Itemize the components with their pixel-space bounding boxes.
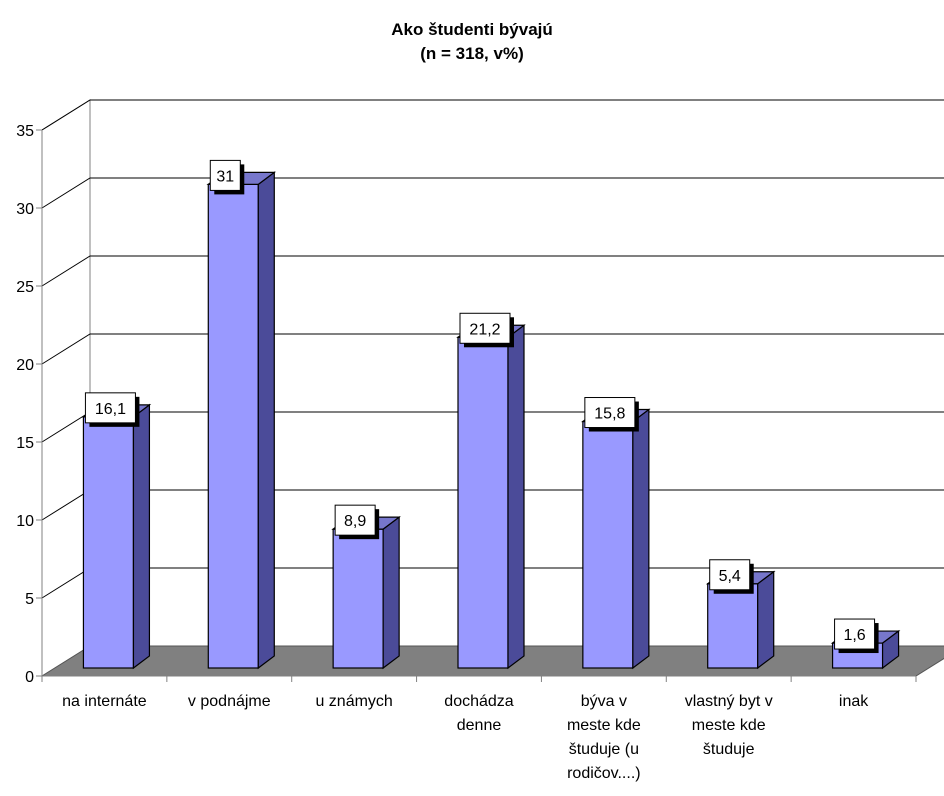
x-tick-label: býva v bbox=[581, 693, 627, 710]
gridline bbox=[41, 255, 944, 287]
data-label-box bbox=[84, 392, 136, 424]
gridline bbox=[41, 99, 944, 131]
x-tick-label: dochádza bbox=[444, 693, 513, 710]
data-label: 16,1 bbox=[95, 401, 126, 418]
bar-side bbox=[382, 515, 400, 670]
x-tick-label: denne bbox=[457, 717, 502, 734]
y-tick-label: 0 bbox=[25, 669, 34, 686]
x-tick-label: meste kde bbox=[692, 717, 766, 734]
x-tick-label: rodičov....) bbox=[567, 765, 641, 782]
x-tick-label: inak bbox=[839, 693, 869, 710]
y-tick-label: 5 bbox=[25, 591, 34, 608]
data-label: 21,2 bbox=[469, 321, 500, 338]
x-tick-label: meste kde bbox=[567, 717, 641, 734]
bar bbox=[582, 420, 634, 669]
bar bbox=[207, 183, 259, 669]
chart-title: Ako študenti bývajú bbox=[391, 20, 553, 39]
data-label-box bbox=[459, 312, 511, 344]
gridline bbox=[41, 177, 944, 209]
x-tick-label: vlastný byt v bbox=[685, 693, 773, 710]
data-label-box bbox=[209, 159, 241, 191]
y-tick-label: 10 bbox=[16, 513, 34, 530]
data-label-box bbox=[334, 504, 376, 536]
bar bbox=[332, 528, 384, 669]
data-label-box bbox=[584, 397, 636, 429]
x-tick-label: študuje bbox=[703, 741, 755, 758]
y-tick-label: 20 bbox=[16, 357, 34, 374]
bar bbox=[707, 583, 759, 669]
bar-side bbox=[757, 570, 775, 670]
bar-side bbox=[132, 403, 151, 670]
data-label: 5,4 bbox=[719, 568, 741, 585]
bar bbox=[82, 416, 135, 669]
side-wall bbox=[41, 99, 91, 677]
y-tick-label: 30 bbox=[16, 201, 34, 218]
x-tick-label: na internáte bbox=[62, 693, 147, 710]
y-tick-label: 15 bbox=[16, 435, 34, 452]
x-tick-label: v podnájme bbox=[188, 693, 271, 710]
y-tick-label: 25 bbox=[16, 279, 34, 296]
x-tick-label: u známych bbox=[315, 693, 392, 710]
data-label: 31 bbox=[216, 168, 234, 185]
data-label-box bbox=[834, 618, 876, 650]
data-label: 8,9 bbox=[344, 513, 366, 530]
bar bbox=[457, 336, 509, 669]
chart-subtitle: (n = 318, v%) bbox=[420, 44, 524, 63]
bar-side bbox=[507, 324, 525, 670]
y-tick-label: 35 bbox=[16, 123, 34, 140]
data-label-box bbox=[709, 559, 751, 591]
x-tick-label: študuje (u bbox=[569, 741, 639, 758]
gridline bbox=[41, 333, 944, 365]
data-label: 1,6 bbox=[843, 627, 865, 644]
data-label: 15,8 bbox=[594, 406, 625, 423]
bar-side bbox=[257, 171, 275, 670]
bar-side bbox=[632, 408, 650, 670]
